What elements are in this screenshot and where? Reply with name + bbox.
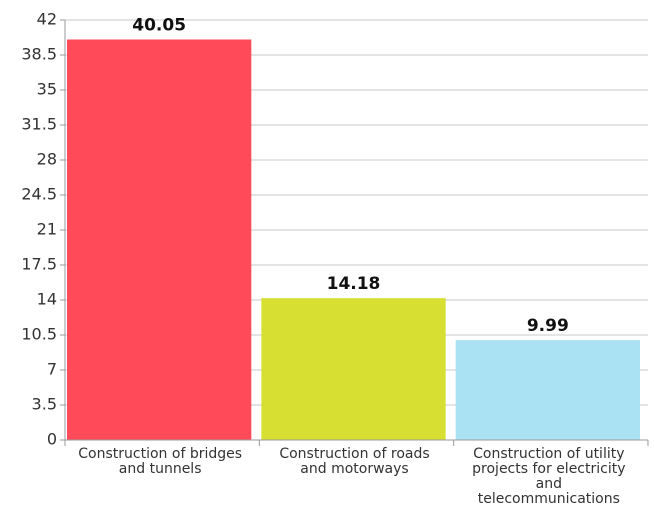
y-tick-label: 10.5 [21,325,57,344]
y-tick-label: 42 [37,10,57,29]
bar [261,298,446,440]
y-tick-label: 31.5 [21,115,57,134]
y-tick-label: 21 [37,220,57,239]
bar [67,39,252,440]
bar [455,340,640,440]
y-tick-label: 7 [47,360,57,379]
x-tick-label: Construction of bridges and tunnels [78,446,243,477]
value-label: 14.18 [327,274,381,294]
value-label: 40.05 [132,16,186,36]
y-tick-label: 35 [37,80,57,99]
y-tick-label: 3.5 [32,395,57,414]
y-tick-label: 14 [37,290,57,309]
x-tick-label: Construction of roads and motorways [279,446,430,477]
y-tick-label: 38.5 [21,45,57,64]
y-tick-label: 28 [37,150,57,169]
y-tick-label: 0 [47,430,57,449]
y-tick-label: 24.5 [21,185,57,204]
value-label: 9.99 [527,316,569,336]
x-tick-label: Construction of utility projects for ele… [472,446,626,507]
y-tick-label: 17.5 [21,255,57,274]
